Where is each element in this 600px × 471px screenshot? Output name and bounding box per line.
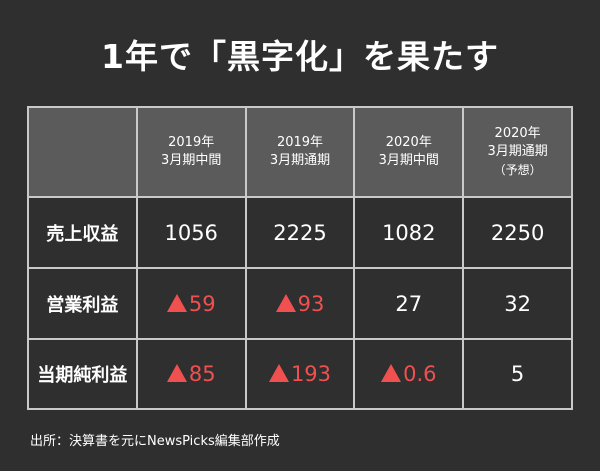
column-header-period: 3月期通期: [487, 144, 548, 159]
table-cell: 2250: [462, 196, 573, 269]
table-cell: 2225: [244, 196, 356, 269]
financial-table: 2019年 3月期中間 2019年 3月期通期 2020年 3月期中間 2020…: [27, 106, 573, 410]
table-cell: 193: [244, 338, 356, 410]
column-header-note: （予想）: [493, 163, 542, 177]
table-cell: 1082: [353, 196, 465, 269]
table-cell: 93: [244, 267, 356, 340]
source-note: 出所：決算書を元にNewsPicks編集部作成: [30, 434, 280, 449]
red-triangle-icon: [166, 293, 187, 312]
cell-value: 1056: [164, 220, 218, 245]
table-cell: 1056: [135, 196, 247, 269]
column-header-period: 3月期通期: [269, 153, 331, 168]
cell-value: 1082: [382, 220, 436, 245]
red-triangle-icon: [268, 364, 289, 382]
row-label-operating-profit: 営業利益: [27, 267, 138, 340]
page-title: 1年で「黒字化」を果たす: [101, 37, 499, 76]
red-triangle-icon: [275, 293, 296, 312]
table-cell: 5: [462, 338, 573, 410]
cell-value: 59: [188, 291, 216, 316]
cell-value: 2250: [490, 220, 545, 245]
cell-value: 85: [188, 362, 216, 386]
column-header-2019-interim: 2019年 3月期中間: [135, 106, 247, 198]
table-cell: 27: [353, 267, 465, 340]
column-header-year: 2019年: [168, 135, 215, 150]
column-header-period: 3月期中間: [161, 153, 222, 168]
cell-value: 32: [504, 291, 531, 316]
red-triangle-icon: [381, 364, 402, 382]
column-header-year: 2019年: [276, 135, 324, 150]
header-row: 2019年 3月期中間 2019年 3月期通期 2020年 3月期中間 2020…: [27, 106, 573, 198]
table-row: 売上収益 1056 2225 1082 2250: [27, 196, 573, 269]
corner-cell: [27, 106, 138, 198]
table-cell: 85: [135, 338, 247, 410]
table-cell: 32: [462, 267, 573, 340]
column-header-2020-full: 2020年 3月期通期 （予想）: [462, 106, 573, 198]
cell-value: 93: [297, 291, 325, 316]
cell-value: 193: [290, 362, 332, 386]
column-header-year: 2020年: [385, 135, 432, 150]
column-header-2019-full: 2019年 3月期通期: [244, 106, 356, 198]
table-cell: 0.6: [353, 338, 465, 410]
cell-value: 0.6: [403, 362, 437, 386]
table-row: 営業利益 59 93 27 32: [27, 267, 573, 340]
column-header-year: 2020年: [494, 126, 541, 141]
cell-value: 2225: [273, 220, 327, 245]
cell-value: 5: [510, 362, 525, 386]
table-cell: 59: [135, 267, 247, 340]
cell-value: 27: [395, 291, 423, 316]
column-header-2020-interim: 2020年 3月期中間: [353, 106, 465, 198]
red-triangle-icon: [166, 364, 187, 382]
row-label-net-income: 当期純利益: [27, 338, 138, 410]
table-row: 当期純利益 85 193 0.6 5: [27, 338, 573, 410]
column-header-period: 3月期中間: [378, 153, 439, 168]
row-label-revenue: 売上収益: [27, 196, 138, 269]
